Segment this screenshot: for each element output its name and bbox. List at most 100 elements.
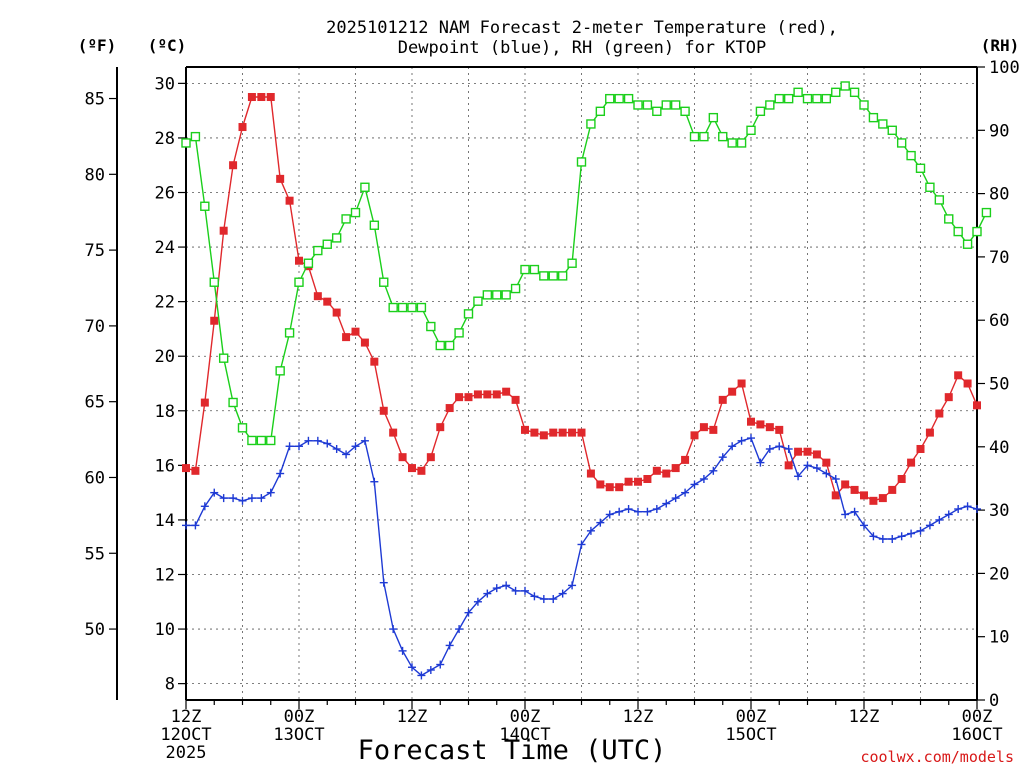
rh-point (520, 264, 530, 275)
dewpoint-point (266, 488, 275, 497)
temperature-point (634, 477, 642, 486)
rh-point (774, 93, 784, 104)
time-tick-label: 2025 (166, 743, 207, 763)
dewpoint-point (699, 474, 708, 483)
temperature-point (276, 174, 285, 183)
time-tick-label: 16OCT (951, 725, 1002, 745)
dewpoint-point (831, 474, 840, 483)
rh-point (605, 93, 615, 104)
celsius-tick-label: 24 (155, 238, 175, 258)
rh-point (925, 182, 935, 192)
rh-point (237, 423, 248, 433)
rh-tick-label: 50 (989, 375, 1009, 395)
rh-tick-label: 0 (989, 691, 999, 711)
rh-point (407, 302, 417, 313)
temperature-point (765, 423, 774, 432)
temperature-point (568, 428, 577, 437)
celsius-tick-label: 20 (155, 347, 175, 367)
rh-point (746, 125, 756, 136)
temperature-point (219, 226, 228, 235)
dewpoint-point (200, 502, 209, 511)
rh-point (680, 106, 690, 117)
temperature-point (935, 409, 944, 418)
rh-point (727, 138, 737, 148)
dewpoint-point (379, 578, 388, 587)
rh-point (379, 277, 389, 287)
rh-point (661, 100, 671, 110)
rh-point (313, 245, 323, 256)
rh-point (548, 271, 558, 281)
celsius-tick-label: 26 (155, 184, 175, 204)
temperature-point (266, 93, 275, 102)
dewpoint-point (483, 589, 492, 598)
dewpoint-point (351, 442, 360, 451)
fahrenheit-unit-label: (ºF) (78, 36, 117, 55)
temperature-point (539, 431, 548, 440)
rh-point (200, 201, 210, 211)
rh-point (736, 138, 747, 148)
temperature-point (690, 431, 699, 440)
temperature-point (473, 390, 482, 399)
temperature-point (747, 417, 755, 426)
rh-point (482, 290, 493, 300)
rh-point (190, 131, 201, 142)
rh-point (652, 106, 662, 117)
rh-point (266, 435, 276, 446)
temperature-point (794, 447, 803, 456)
rh-tick-label: 10 (989, 628, 1009, 648)
dewpoint-point (549, 595, 558, 604)
temperature-point (313, 292, 322, 301)
rh-tick-label: 20 (989, 564, 1009, 584)
rh-point (510, 283, 521, 294)
temperature-point (756, 420, 765, 429)
dewpoint-point (850, 507, 859, 516)
time-tick-label: 12Z (171, 707, 202, 727)
x-axis-label: Forecast Time (UTC) (358, 735, 667, 766)
fahrenheit-tick-label: 65 (85, 393, 105, 413)
rh-tick-label: 80 (989, 185, 1009, 205)
temperature-point (973, 401, 981, 410)
dewpoint-point (389, 625, 398, 634)
temperature-point (869, 496, 878, 505)
dewpoint-point (728, 442, 737, 451)
temperature-point (285, 196, 294, 205)
celsius-tick-label: 10 (155, 620, 175, 640)
time-tick-label: 12Z (397, 707, 428, 727)
temperature-point (417, 466, 426, 475)
dewpoint-point (605, 510, 614, 519)
dewpoint-point (596, 518, 605, 527)
rh-tick-label: 30 (989, 501, 1009, 521)
temperature-point (944, 393, 953, 402)
rh-point (708, 112, 719, 123)
dewpoint-point (238, 496, 247, 505)
dewpoint-point (257, 494, 266, 503)
chart-title-line: 2025101212 NAM Forecast 2-meter Temperat… (326, 18, 838, 38)
celsius-tick-label: 8 (165, 675, 175, 695)
dewpoint-point (794, 472, 803, 481)
dewpoint-point (897, 532, 906, 541)
rh-point (463, 309, 474, 319)
dewpoint-point (521, 586, 529, 595)
temperature-point (586, 469, 595, 478)
dewpoint-point (568, 581, 577, 590)
temperature-point (323, 297, 332, 306)
celsius-tick-label: 12 (155, 565, 175, 585)
dewpoint-point (756, 458, 765, 467)
rh-point (341, 214, 351, 224)
credit-text: coolwx.com/models (860, 748, 1014, 766)
dewpoint-point (210, 488, 219, 497)
rh-point (388, 302, 398, 313)
rh-point (435, 340, 445, 351)
rh-point (699, 131, 709, 142)
temperature-point (860, 491, 868, 500)
rh-point (802, 93, 813, 104)
rh-point (576, 157, 587, 167)
rh-point (256, 435, 267, 446)
rh-point (397, 302, 408, 313)
series-line (186, 437, 978, 677)
dewpoint-point (718, 453, 727, 462)
rh-point (539, 271, 549, 281)
celsius-tick-label: 30 (155, 74, 175, 94)
rh-point (981, 207, 992, 218)
temperature-point (737, 379, 746, 388)
